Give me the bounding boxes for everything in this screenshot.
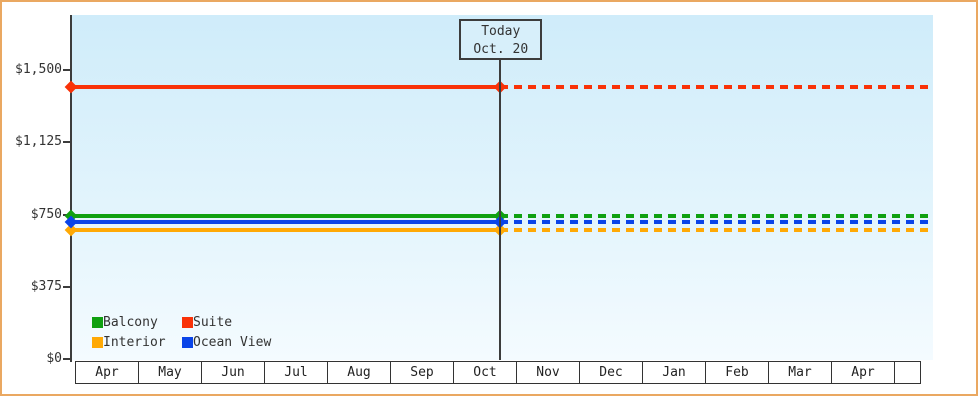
legend-item-interior: Interior <box>92 333 182 352</box>
y-axis-tick <box>63 285 71 288</box>
y-axis-tick <box>63 358 71 360</box>
month-cell: Jul <box>264 361 328 384</box>
month-cell-partial <box>894 361 921 384</box>
price-line-solid-suite <box>72 85 501 90</box>
y-axis-tick <box>63 141 71 144</box>
y-axis-tick-label: $375 <box>30 278 62 294</box>
month-cell: Mar <box>768 361 832 384</box>
legend-swatch-icon <box>182 337 193 348</box>
month-cell: Oct <box>453 361 517 384</box>
month-cell: Nov <box>516 361 580 384</box>
legend-label: Suite <box>193 315 233 330</box>
month-cell: Aug <box>327 361 391 384</box>
legend-item-suite: Suite <box>182 313 271 332</box>
y-axis-tick-label: $1,125 <box>15 134 62 150</box>
legend-swatch-icon <box>92 317 103 328</box>
month-cell: Dec <box>579 361 643 384</box>
month-cell: Apr <box>831 361 895 384</box>
month-cell: Sep <box>390 361 454 384</box>
today-label-box: Today Oct. 20 <box>459 19 543 60</box>
y-axis-line <box>70 15 72 362</box>
month-cell: Feb <box>705 361 769 384</box>
price-line-solid-interior <box>72 227 501 232</box>
y-axis-tick <box>63 69 71 71</box>
month-cell: Apr <box>75 361 139 384</box>
plot-area <box>72 15 933 360</box>
chart-legend: Balcony Suite Interior Ocean View <box>92 313 271 352</box>
legend-item-ocean-view: Ocean View <box>182 333 271 352</box>
legend-item-balcony: Balcony <box>92 313 182 332</box>
legend-label: Balcony <box>103 315 158 330</box>
legend-swatch-icon <box>182 317 193 328</box>
price-line-dotted-interior <box>500 227 933 232</box>
legend-swatch-icon <box>92 337 103 348</box>
price-line-solid-ocean-view <box>72 220 501 225</box>
y-axis-tick-label: $1,500 <box>15 62 62 77</box>
price-line-dotted-balcony <box>500 214 933 219</box>
y-axis-tick-label: $750 <box>30 206 62 222</box>
today-label-line1: Today <box>481 24 521 39</box>
today-label-line2: Oct. 20 <box>473 42 529 57</box>
price-line-solid-balcony <box>72 214 501 219</box>
month-cell: Jun <box>201 361 265 384</box>
x-axis-month-band: Apr May Jun Jul Aug Sep Oct Nov Dec Jan Feb Mar Apr <box>75 361 921 384</box>
price-line-dotted-suite <box>500 85 933 90</box>
price-line-dotted-ocean-view <box>500 220 933 225</box>
month-cell: May <box>138 361 202 384</box>
legend-label: Interior <box>103 335 166 350</box>
month-cell: Jan <box>642 361 706 384</box>
y-axis-tick-label: $0 <box>46 351 62 366</box>
legend-label: Ocean View <box>193 335 272 350</box>
today-marker-line <box>499 59 502 360</box>
